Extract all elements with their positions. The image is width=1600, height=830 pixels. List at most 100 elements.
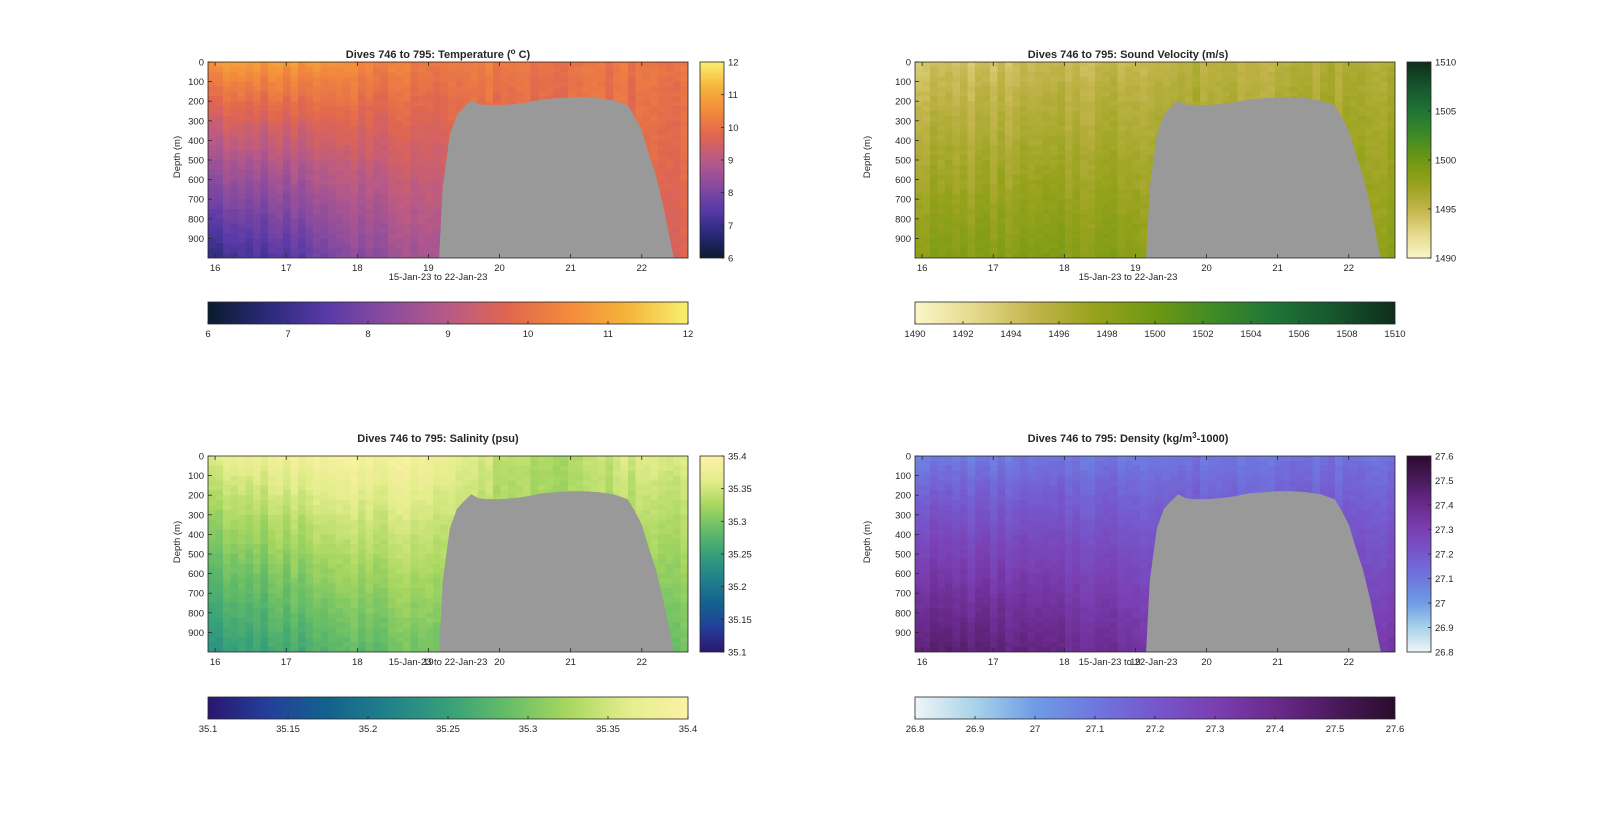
heatmap-cell <box>290 115 299 122</box>
heatmap-cell <box>1110 228 1119 235</box>
heatmap-cell <box>1342 76 1351 83</box>
heatmap-cell <box>1072 223 1081 230</box>
heatmap-cell <box>1252 91 1261 97</box>
heatmap-cell <box>930 120 939 127</box>
heatmap-cell <box>982 233 991 239</box>
heatmap-cell <box>268 228 277 235</box>
heatmap-cell <box>298 115 307 122</box>
heatmap-cell <box>1027 62 1036 68</box>
heatmap-cell <box>373 243 382 249</box>
heatmap-cell <box>373 76 382 83</box>
heatmap-cell <box>268 213 277 220</box>
heatmap-cell <box>425 135 434 141</box>
heatmap-cell <box>658 81 667 88</box>
heatmap-cell <box>260 140 269 146</box>
heatmap-cell <box>253 189 262 195</box>
heatmap-cell <box>1065 169 1074 176</box>
heatmap-cell <box>680 140 688 146</box>
heatmap-cell <box>1102 233 1111 239</box>
heatmap-cell <box>418 223 427 230</box>
heatmap-cell <box>313 91 322 97</box>
heatmap-cell <box>1035 184 1044 190</box>
heatmap-cell <box>380 86 389 92</box>
heatmap-cell <box>395 169 404 176</box>
heatmap-cell <box>305 135 314 141</box>
heatmap-cell <box>298 66 307 73</box>
heatmap-cell <box>320 169 329 176</box>
heatmap-cell <box>1260 71 1269 78</box>
heatmap-cell <box>1080 66 1089 73</box>
heatmap-cell <box>975 189 984 195</box>
y-axis-label: Depth (m) <box>172 136 183 178</box>
heatmap-cell <box>328 155 337 161</box>
heatmap-cell <box>1335 62 1344 68</box>
heatmap-cell <box>583 81 592 88</box>
heatmap-cell <box>448 76 457 83</box>
heatmap-cell <box>1012 218 1021 225</box>
heatmap-cell <box>1057 169 1066 176</box>
heatmap-cell <box>967 189 976 195</box>
heatmap-cell <box>403 209 412 215</box>
heatmap-cell <box>238 140 247 146</box>
heatmap-cell <box>650 155 659 161</box>
heatmap-cell <box>1110 155 1119 161</box>
heatmap-cell <box>238 248 247 254</box>
heatmap-cell <box>1140 204 1149 210</box>
heatmap-cell <box>358 253 367 258</box>
heatmap-cell <box>245 96 254 102</box>
heatmap-cell <box>223 228 232 235</box>
heatmap-cell <box>358 150 367 156</box>
heatmap-cell <box>960 155 969 161</box>
heatmap-cell <box>1050 223 1059 230</box>
heatmap-cell <box>1012 213 1021 220</box>
heatmap-cell <box>478 86 487 92</box>
heatmap-cell <box>1057 71 1066 78</box>
heatmap-cell <box>320 66 329 73</box>
heatmap-cell <box>350 125 359 132</box>
heatmap-cell <box>1140 169 1149 176</box>
heatmap-cell <box>448 111 457 117</box>
heatmap-cell <box>1185 96 1194 102</box>
heatmap-cell <box>283 150 292 156</box>
heatmap-cell <box>990 223 999 230</box>
heatmap-cell <box>1117 101 1126 107</box>
heatmap-cell <box>230 91 239 97</box>
heatmap-cell <box>930 115 939 122</box>
heatmap-cell <box>223 62 232 68</box>
heatmap-cell <box>915 66 924 73</box>
heatmap-cell <box>990 145 999 151</box>
heatmap-cell <box>223 155 232 161</box>
heatmap-cell <box>1290 91 1299 97</box>
heatmap-cell <box>425 140 434 146</box>
heatmap-cell <box>990 189 999 195</box>
heatmap-cell <box>1222 91 1231 97</box>
heatmap-cell <box>433 253 442 258</box>
heatmap-cell <box>365 204 374 210</box>
heatmap-cell <box>1012 223 1021 230</box>
heatmap-cell <box>410 189 419 195</box>
heatmap-cell <box>1275 81 1284 88</box>
heatmap-cell <box>1125 91 1134 97</box>
heatmap-cell <box>658 189 667 195</box>
heatmap-cell <box>1162 106 1171 112</box>
heatmap-cell <box>223 213 232 220</box>
heatmap-cell <box>388 228 397 235</box>
heatmap-cell <box>650 125 659 132</box>
heatmap-cell <box>952 223 961 230</box>
heatmap-cell <box>253 96 262 102</box>
heatmap-cell <box>1110 238 1119 244</box>
heatmap-cell <box>1027 213 1036 220</box>
heatmap-cell <box>290 209 299 215</box>
heatmap-cell <box>215 125 224 132</box>
heatmap-cell <box>283 96 292 102</box>
heatmap-cell <box>260 66 269 73</box>
heatmap-cell <box>350 145 359 151</box>
heatmap-cell <box>275 71 284 78</box>
heatmap-cell <box>945 115 954 122</box>
heatmap-cell <box>238 213 247 220</box>
heatmap-cell <box>260 101 269 107</box>
heatmap-cell <box>1012 96 1021 102</box>
heatmap-cell <box>982 204 991 210</box>
heatmap-cell <box>1095 248 1104 254</box>
